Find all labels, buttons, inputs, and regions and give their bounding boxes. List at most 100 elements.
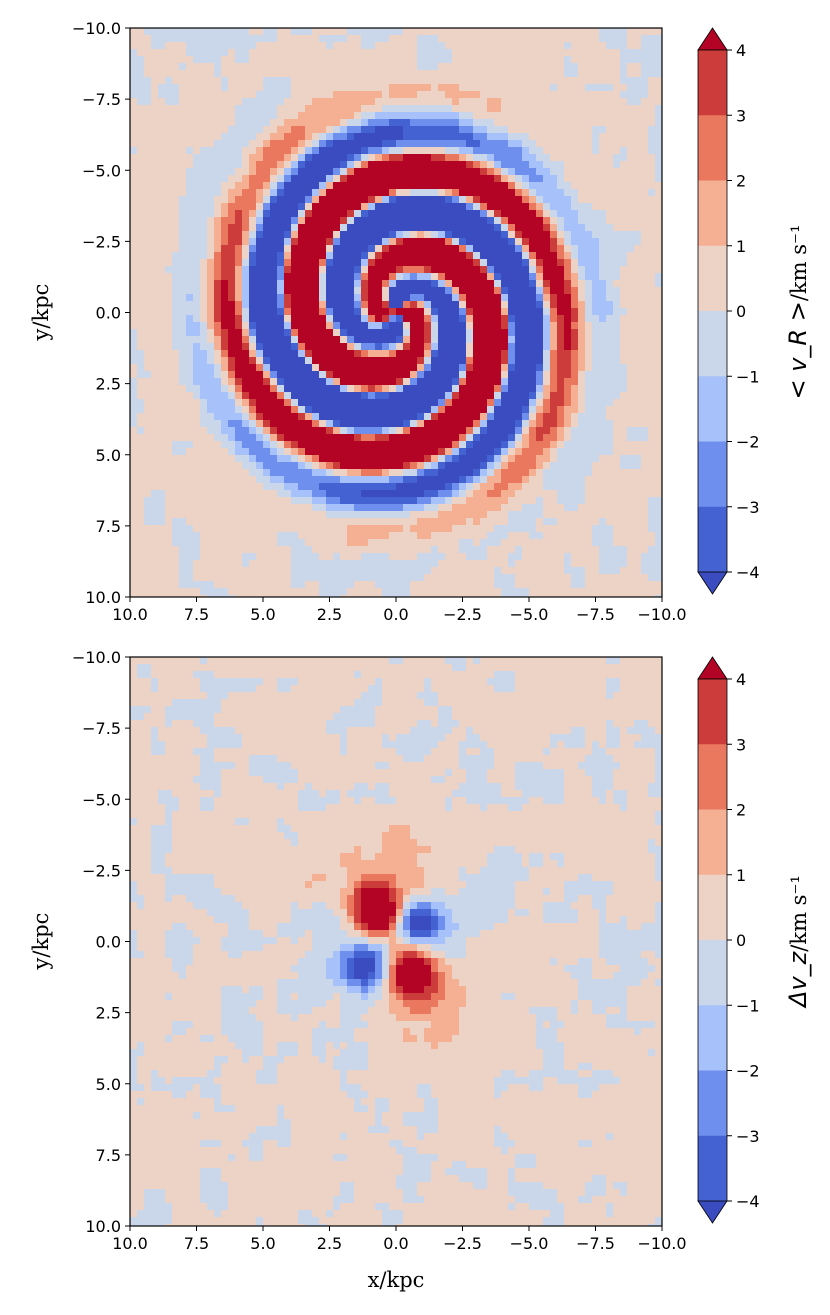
top-map-cell: [200, 273, 208, 281]
top-map-cell: [144, 259, 152, 267]
top-map-cell: [284, 63, 292, 71]
top-map-cell: [263, 315, 271, 323]
top-map-cell: [249, 84, 257, 92]
top-map-cell: [151, 427, 159, 435]
top-map-cell: [389, 469, 397, 477]
top-map-cell: [620, 245, 628, 253]
top-map-cell: [648, 259, 656, 267]
top-map-cell: [172, 266, 180, 274]
top-map-cell: [242, 126, 250, 134]
top-map-cell: [228, 448, 236, 456]
top-map-cell: [193, 238, 201, 246]
top-map-cell: [417, 315, 425, 323]
top-map-cell: [298, 175, 306, 183]
top-map-cell: [564, 427, 572, 435]
top-map-cell: [249, 35, 257, 43]
top-map-cell: [214, 399, 222, 407]
top-map-cell: [466, 119, 474, 127]
top-map-cell: [347, 308, 355, 316]
top-map-cell: [445, 329, 453, 337]
top-map-cell: [228, 70, 236, 78]
top-map-cell: [333, 49, 341, 57]
top-map-cell: [284, 448, 292, 456]
top-map-cell: [438, 161, 446, 169]
top-map-cell: [221, 42, 229, 50]
top-map-cell: [452, 203, 460, 211]
top-map-cell: [585, 161, 593, 169]
top-map-cell: [277, 245, 285, 253]
top-map-cell: [263, 399, 271, 407]
top-map-cell: [641, 385, 649, 393]
top-map-cell: [242, 322, 250, 330]
top-map-cell: [375, 294, 383, 302]
top-map-cell: [340, 476, 348, 484]
top-map-cell: [648, 175, 656, 183]
top-map-cell: [179, 350, 187, 358]
top-map-cell: [550, 343, 558, 351]
top-map-cell: [137, 63, 145, 71]
top-map-cell: [137, 175, 145, 183]
top-map-cell: [375, 427, 383, 435]
top-map-cell: [144, 140, 152, 148]
top-map-cell: [529, 413, 537, 421]
top-map-cell: [312, 63, 320, 71]
top-map-cell: [144, 483, 152, 491]
top-map-cell: [550, 259, 558, 267]
top-map-cell: [648, 441, 656, 449]
top-map-cell: [396, 126, 404, 134]
top-map-cell: [431, 399, 439, 407]
top-map-cell: [536, 469, 544, 477]
top-map-cell: [242, 77, 250, 85]
top-map-cell: [298, 350, 306, 358]
top-map-cell: [459, 315, 467, 323]
top-map-cell: [403, 371, 411, 379]
top-map-cell: [550, 84, 558, 92]
top-map-cell: [543, 231, 551, 239]
top-map-cell: [333, 140, 341, 148]
top-map-cell: [571, 175, 579, 183]
top-map-cell: [627, 315, 635, 323]
top-map-cell: [473, 294, 481, 302]
top-map-cell: [424, 175, 432, 183]
top-map-cell: [193, 336, 201, 344]
top-map-cell: [459, 84, 467, 92]
top-map-cell: [242, 385, 250, 393]
top-map-cell: [319, 378, 327, 386]
top-map-cell: [347, 315, 355, 323]
top-map-cell: [473, 49, 481, 57]
top-map-cell: [431, 147, 439, 155]
top-map-cell: [326, 56, 334, 64]
top-map-cell: [284, 140, 292, 148]
top-map-cell: [627, 371, 635, 379]
top-map-cell: [473, 42, 481, 50]
top-map-cell: [305, 280, 313, 288]
top-map-cell: [270, 483, 278, 491]
top-map-cell: [263, 434, 271, 442]
top-map-cell: [186, 476, 194, 484]
top-map-cell: [585, 224, 593, 232]
top-map-cell: [599, 266, 607, 274]
top-map-cell: [277, 336, 285, 344]
top-map-cell: [585, 476, 593, 484]
top-map-cell: [606, 161, 614, 169]
top-map-cell: [536, 476, 544, 484]
top-map-cell: [410, 406, 418, 414]
top-map-cell: [599, 273, 607, 281]
top-map-cell: [305, 112, 313, 120]
top-map-cell: [375, 469, 383, 477]
top-map-cell: [375, 224, 383, 232]
top-map-cell: [263, 84, 271, 92]
top-map-cell: [186, 413, 194, 421]
top-map-cell: [235, 217, 243, 225]
top-map-cell: [312, 399, 320, 407]
top-map-cell: [508, 336, 516, 344]
top-map-cell: [417, 336, 425, 344]
top-map-cell: [158, 168, 166, 176]
top-map-cell: [305, 287, 313, 295]
top-map-cell: [634, 322, 642, 330]
top-map-cell: [165, 175, 173, 183]
top-map-cell: [522, 378, 530, 386]
top-map-cell: [298, 28, 306, 36]
top-map-cell: [284, 105, 292, 113]
top-map-cell: [354, 70, 362, 78]
